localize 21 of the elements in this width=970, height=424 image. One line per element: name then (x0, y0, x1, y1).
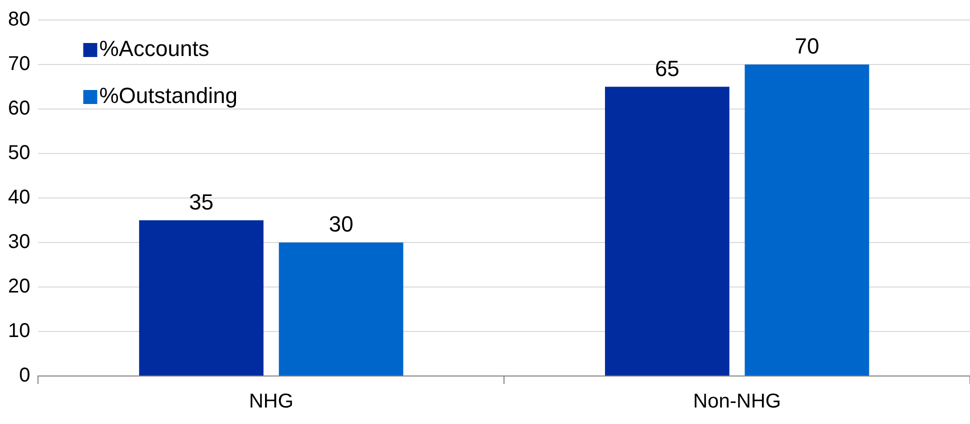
bar (139, 220, 264, 376)
data-label: 65 (654, 56, 680, 81)
x-tick-label: Non-NHG (693, 390, 781, 413)
data-label: 35 (189, 189, 214, 214)
y-tick-label: 20 (8, 276, 30, 298)
data-label: 30 (328, 212, 354, 237)
y-tick-label: 80 (8, 8, 30, 31)
y-tick-label: 60 (8, 98, 30, 120)
y-tick-label: 30 (8, 231, 30, 254)
legend-label: %Accounts (99, 36, 210, 62)
x-tick-label: NHG (248, 390, 294, 413)
y-tick-label: 40 (8, 186, 30, 209)
y-tick-label: 70 (8, 53, 30, 76)
data-label: 70 (794, 34, 820, 59)
bar (604, 86, 730, 376)
y-tick-label: 0 (19, 364, 30, 387)
legend-label: %Outstanding (99, 83, 238, 108)
y-tick-label: 50 (8, 142, 30, 164)
y-tick-label: 10 (8, 320, 30, 342)
bar (278, 242, 404, 376)
bar (744, 64, 870, 376)
